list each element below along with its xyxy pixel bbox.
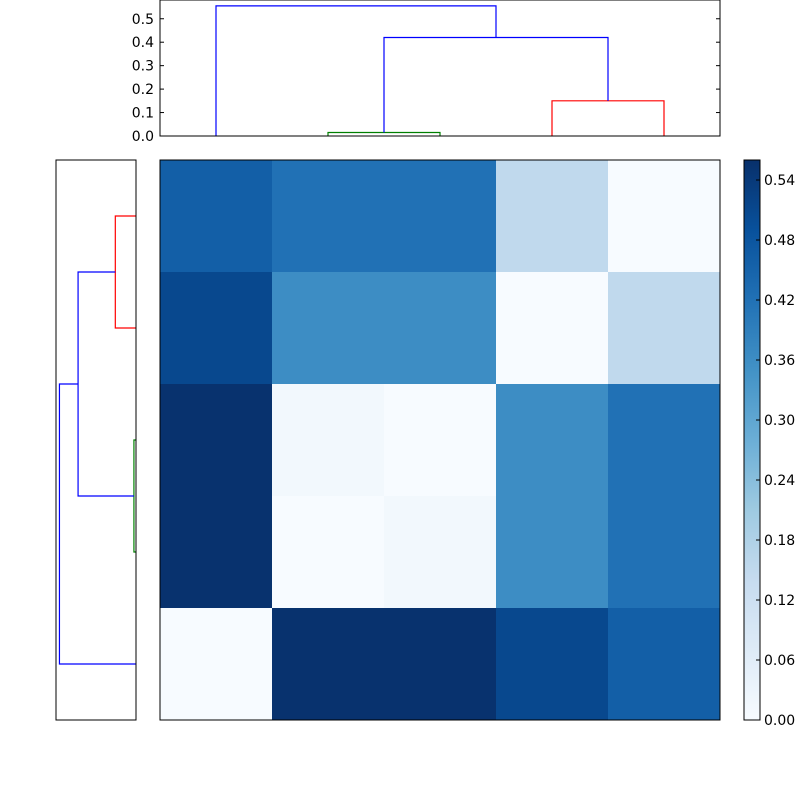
heatmap-cell-r3-c1	[272, 496, 385, 609]
heatmap-cell-r2-c0	[160, 384, 273, 497]
colorbar-tick-label-8: 0.48	[764, 233, 795, 249]
top-dendrogram-ytick-label-2: 0.2	[132, 82, 154, 98]
heatmap-frame	[159, 159, 721, 721]
colorbar-axis: 0.00 0.06 0.12 0.18 0.24 0.30 0.36 0.42 0.48 0.54	[756, 173, 795, 729]
heatmap-cell-r4-c1	[272, 608, 385, 721]
heatmap-cell-r2-c2	[384, 384, 497, 497]
top-dendrogram: 0.0 0.1 0.2 0.3 0.4 0.5	[132, 5, 720, 145]
heatmap-cell-r3-c4	[608, 496, 721, 609]
colorbar-tick-label-6: 0.36	[764, 353, 795, 369]
heatmap-cell-r0-c4	[608, 160, 721, 273]
heatmap-cell-r1-c0	[160, 272, 273, 385]
top-dendrogram-link-3	[215, 5, 497, 136]
top-dendrogram-link-1	[551, 100, 665, 136]
left-dendrogram-link-0	[114, 215, 136, 329]
top-dendrogram-link-0	[327, 131, 441, 136]
colorbar-gradient	[744, 160, 760, 720]
left-dendrogram-link-2	[77, 271, 134, 497]
heatmap	[160, 160, 721, 721]
heatmap-cell-r4-c2	[384, 608, 497, 721]
top-dendrogram-link-2	[383, 36, 609, 133]
top-dendrogram-frame	[159, 0, 721, 137]
heatmap-cell-r2-c4	[608, 384, 721, 497]
left-dendrogram	[58, 215, 136, 665]
colorbar-tick-label-3: 0.18	[764, 533, 795, 549]
colorbar-tick-label-0: 0.00	[764, 713, 795, 729]
colorbar-tick-label-7: 0.42	[764, 293, 795, 309]
colorbar-tick-label-9: 0.54	[764, 173, 795, 189]
heatmap-cell-r2-c3	[496, 384, 609, 497]
heatmap-cell-r0-c0	[160, 160, 273, 273]
top-dendrogram-ytick-label-4: 0.4	[132, 35, 154, 51]
heatmap-cell-r4-c3	[496, 608, 609, 721]
heatmap-cell-r0-c3	[496, 160, 609, 273]
heatmap-cell-r1-c3	[496, 272, 609, 385]
top-dendrogram-ytick-label-3: 0.3	[132, 59, 154, 75]
heatmap-cell-r1-c4	[608, 272, 721, 385]
heatmap-cell-r0-c1	[272, 160, 385, 273]
heatmap-cell-r1-c1	[272, 272, 385, 385]
heatmap-cell-r3-c3	[496, 496, 609, 609]
heatmap-cell-r3-c0	[160, 496, 273, 609]
heatmap-cell-r4-c4	[608, 608, 721, 721]
heatmap-cell-r3-c2	[384, 496, 497, 609]
heatmap-cell-r4-c0	[160, 608, 273, 721]
heatmap-cell-r0-c2	[384, 160, 497, 273]
colorbar-tick-label-4: 0.24	[764, 473, 795, 489]
left-dendrogram-link-3	[58, 383, 136, 665]
colorbar-tick-label-2: 0.12	[764, 593, 795, 609]
heatmap-cell-r2-c1	[272, 384, 385, 497]
top-dendrogram-ytick-label-5: 0.5	[132, 12, 154, 28]
colorbar-tick-label-1: 0.06	[764, 653, 795, 669]
colorbar-frame	[743, 159, 761, 721]
heatmap-cell-r1-c2	[384, 272, 497, 385]
colorbar-tick-label-5: 0.30	[764, 413, 795, 429]
top-dendrogram-ytick-label-1: 0.1	[132, 106, 154, 122]
left-dendrogram-frame	[55, 159, 137, 721]
top-dendrogram-ytick-label-0: 0.0	[132, 129, 154, 145]
